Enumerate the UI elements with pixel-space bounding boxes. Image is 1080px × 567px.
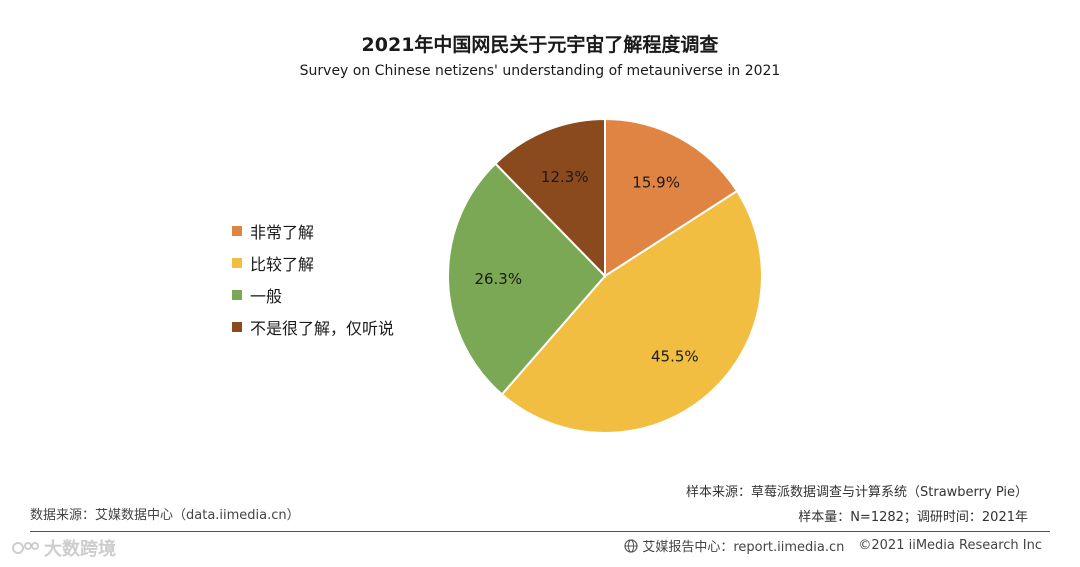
sample-size-note: 样本量：N=1282；调研时间：2021年 <box>798 510 1028 525</box>
legend-swatch <box>232 322 242 332</box>
legend-label: 比较了解 <box>250 255 315 274</box>
legend: 非常了解 比较了解 一般 不是很了解，仅听说 <box>232 215 394 343</box>
pie-slice-average <box>447 162 607 396</box>
pie-slice-very-familiar <box>604 117 739 278</box>
watermark-logo <box>12 542 39 554</box>
pie-slice-fairly-familiar <box>500 189 763 434</box>
legend-item-only-heard: 不是很了解，仅听说 <box>232 311 394 343</box>
footer-divider <box>30 531 1050 532</box>
pie-data-label: 12.3% <box>541 168 589 186</box>
legend-label: 一般 <box>250 287 283 306</box>
watermark: 大数跨境 <box>12 535 116 561</box>
footer: 艾媒报告中心：report.iimedia.cn ©2021 iiMedia R… <box>624 536 1042 555</box>
pie-data-label: 26.3% <box>474 270 522 288</box>
legend-swatch <box>232 226 242 236</box>
legend-swatch <box>232 258 242 268</box>
legend-item-fairly-familiar: 比较了解 <box>232 247 394 279</box>
watermark-text: 大数跨境 <box>44 539 116 560</box>
chart-title: 2021年中国网民关于元宇宙了解程度调查 <box>361 34 719 56</box>
legend-item-very-familiar: 非常了解 <box>232 215 394 247</box>
copyright-text: ©2021 iiMedia Research Inc <box>858 538 1042 553</box>
chart-subtitle: Survey on Chinese netizens' understandin… <box>299 63 781 79</box>
legend-label: 不是很了解，仅听说 <box>250 319 395 338</box>
sample-source-note: 样本来源：草莓派数据调查与计算系统（Strawberry Pie） <box>686 485 1028 500</box>
legend-item-average: 一般 <box>232 279 394 311</box>
data-source-note: 数据来源：艾媒数据中心（data.iimedia.cn） <box>30 508 300 523</box>
pie-data-label: 45.5% <box>651 348 699 366</box>
pie-data-label: 15.9% <box>632 173 680 191</box>
pie-slice-only-heard <box>493 117 606 279</box>
legend-label: 非常了解 <box>250 223 315 242</box>
report-center-link[interactable]: 艾媒报告中心：report.iimedia.cn <box>642 540 845 555</box>
globe-icon <box>624 538 638 553</box>
legend-swatch <box>232 290 242 300</box>
